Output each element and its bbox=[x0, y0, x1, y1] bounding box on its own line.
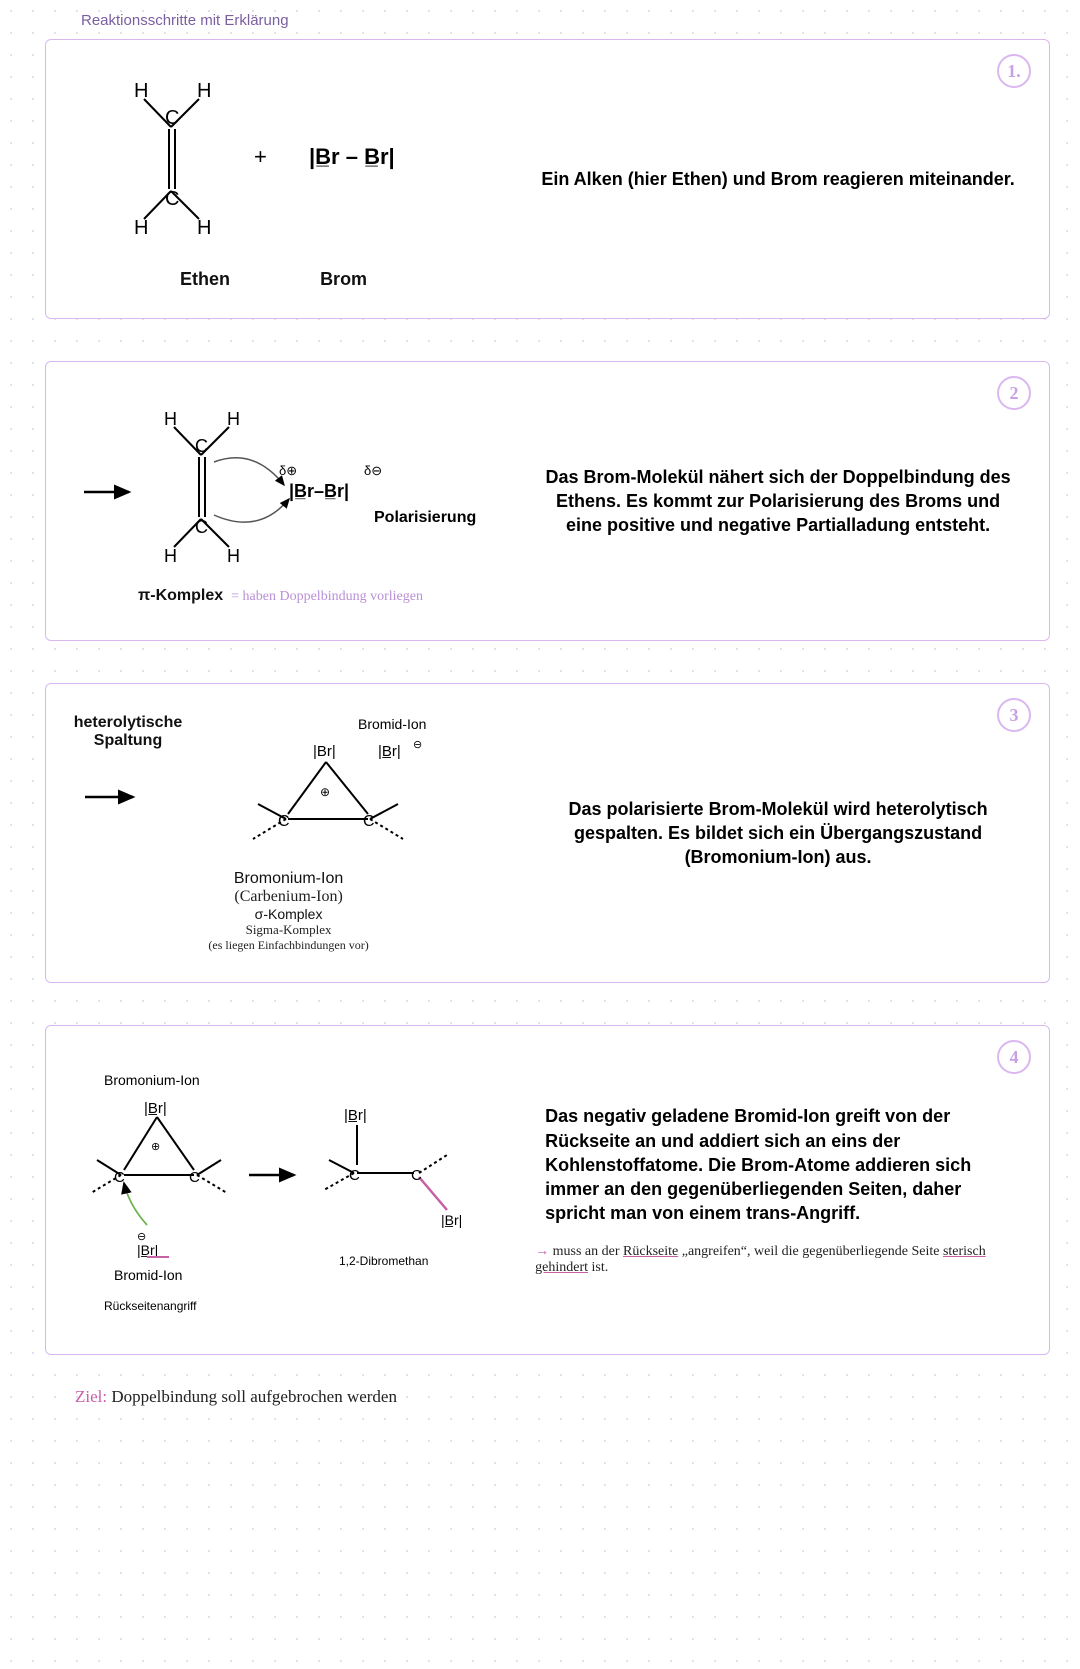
svg-text:Rückseitenangriff: Rückseitenangriff bbox=[104, 1299, 197, 1313]
svg-text:C: C bbox=[278, 813, 290, 830]
step-3-card: 3 heterolytische Spaltung Bromid-Ion |Br… bbox=[45, 683, 1050, 983]
footer-text: Doppelbindung soll aufgebrochen werden bbox=[111, 1387, 397, 1406]
svg-text:C: C bbox=[363, 813, 375, 830]
step-1-card: 1. C C H H H H + |B̲r – B̲r| E bbox=[45, 39, 1050, 319]
svg-text:|B̲r|: |B̲r| bbox=[137, 1242, 158, 1258]
bromonium-label: Bromonium-Ion bbox=[68, 870, 509, 888]
step-badge-4: 4 bbox=[997, 1040, 1031, 1074]
step-4-card: 4 Bromonium-Ion |B̲r| C C ⊕ ⊖ bbox=[45, 1025, 1050, 1355]
svg-text:C: C bbox=[165, 188, 179, 210]
footer-prefix: Ziel: bbox=[75, 1387, 107, 1406]
svg-text:C: C bbox=[195, 517, 208, 537]
svg-text:C: C bbox=[189, 1169, 200, 1186]
step-2-card: 2 C C H H H H δ⊕ δ⊖ bbox=[45, 361, 1050, 641]
svg-text:H: H bbox=[134, 217, 148, 239]
svg-text:1,2-Dibromethan: 1,2-Dibromethan bbox=[339, 1254, 428, 1268]
svg-text:|B̲r|: |B̲r| bbox=[344, 1107, 367, 1124]
svg-text:H: H bbox=[164, 409, 177, 429]
pi-complex-note: = haben Doppelbindung vorliegen bbox=[231, 589, 423, 605]
svg-text:δ⊖: δ⊖ bbox=[364, 463, 382, 478]
svg-text:⊕: ⊕ bbox=[151, 1141, 160, 1153]
pi-complex-label: π-Komplex bbox=[138, 587, 223, 605]
svg-text:|B̲r–B̲r|: |B̲r–B̲r| bbox=[289, 481, 349, 501]
carbenium-label: (Carbenium-Ion) bbox=[68, 888, 509, 906]
svg-text:⊕: ⊕ bbox=[320, 785, 330, 799]
step-1-text: Ein Alken (hier Ethen) und Brom reagiere… bbox=[529, 167, 1027, 191]
svg-text:δ⊕: δ⊕ bbox=[279, 463, 297, 478]
svg-text:|Br|: |Br| bbox=[313, 743, 336, 760]
svg-text:|B̲r|: |B̲r| bbox=[378, 743, 401, 760]
ethen-label: Ethen bbox=[180, 269, 230, 290]
svg-text:⊖: ⊖ bbox=[413, 739, 422, 751]
svg-text:H: H bbox=[164, 546, 177, 566]
svg-text:C: C bbox=[165, 107, 179, 129]
step-badge-1: 1. bbox=[997, 54, 1031, 88]
step-4-text: Das negativ geladene Bromid-Ion greift v… bbox=[535, 1104, 1021, 1225]
svg-text:+: + bbox=[254, 144, 267, 169]
svg-text:H: H bbox=[227, 409, 240, 429]
svg-text:H: H bbox=[134, 80, 148, 102]
svg-text:Bromid-Ion: Bromid-Ion bbox=[114, 1267, 182, 1283]
step-2-diagram: C C HH HH δ⊕ δ⊖ |B̲r–B̲r| Polarisierung … bbox=[68, 380, 509, 622]
svg-text:H: H bbox=[197, 80, 211, 102]
svg-text:Bromid-Ion: Bromid-Ion bbox=[358, 716, 426, 732]
page-title: Reaktionsschritte mit Erklärung bbox=[81, 12, 1050, 29]
svg-text:C: C bbox=[349, 1167, 360, 1184]
step-2-text: Das Brom-Molekül nähert sich der Doppelb… bbox=[529, 465, 1027, 538]
step-3-diagram: heterolytische Spaltung Bromid-Ion |Br| … bbox=[68, 702, 509, 964]
step-badge-2: 2 bbox=[997, 376, 1031, 410]
sigma-note: (es liegen Einfachbindungen vor) bbox=[68, 938, 509, 953]
step-badge-3: 3 bbox=[997, 698, 1031, 732]
step-4-diagram: Bromonium-Ion |B̲r| C C ⊕ ⊖ |B̲r| Bromid… bbox=[68, 1044, 509, 1336]
sigma-complex-label: σ-Komplex bbox=[68, 906, 509, 922]
step-3-text: Das polarisierte Brom-Molekül wird heter… bbox=[529, 797, 1027, 870]
brom-label: Brom bbox=[320, 269, 367, 290]
svg-text:|B̲r – B̲r|: |B̲r – B̲r| bbox=[309, 144, 395, 169]
footer-goal: Ziel: Doppelbindung soll aufgebrochen we… bbox=[75, 1387, 1050, 1407]
svg-text:H: H bbox=[227, 546, 240, 566]
svg-text:|B̲r|: |B̲r| bbox=[144, 1100, 167, 1117]
svg-text:Polarisierung: Polarisierung bbox=[374, 509, 476, 526]
svg-text:Bromonium-Ion: Bromonium-Ion bbox=[104, 1072, 200, 1088]
svg-text:|B̲r|: |B̲r| bbox=[441, 1212, 462, 1228]
step-1-diagram: C C H H H H + |B̲r – B̲r| Ethen Brom bbox=[68, 58, 509, 300]
sigma-hand-label: Sigma-Komplex bbox=[68, 922, 509, 938]
svg-text:C: C bbox=[411, 1167, 422, 1184]
svg-text:C: C bbox=[195, 436, 208, 456]
step-4-handnote: → muss an der Rückseite „angreifen“, wei… bbox=[535, 1244, 1021, 1276]
svg-text:H: H bbox=[197, 217, 211, 239]
